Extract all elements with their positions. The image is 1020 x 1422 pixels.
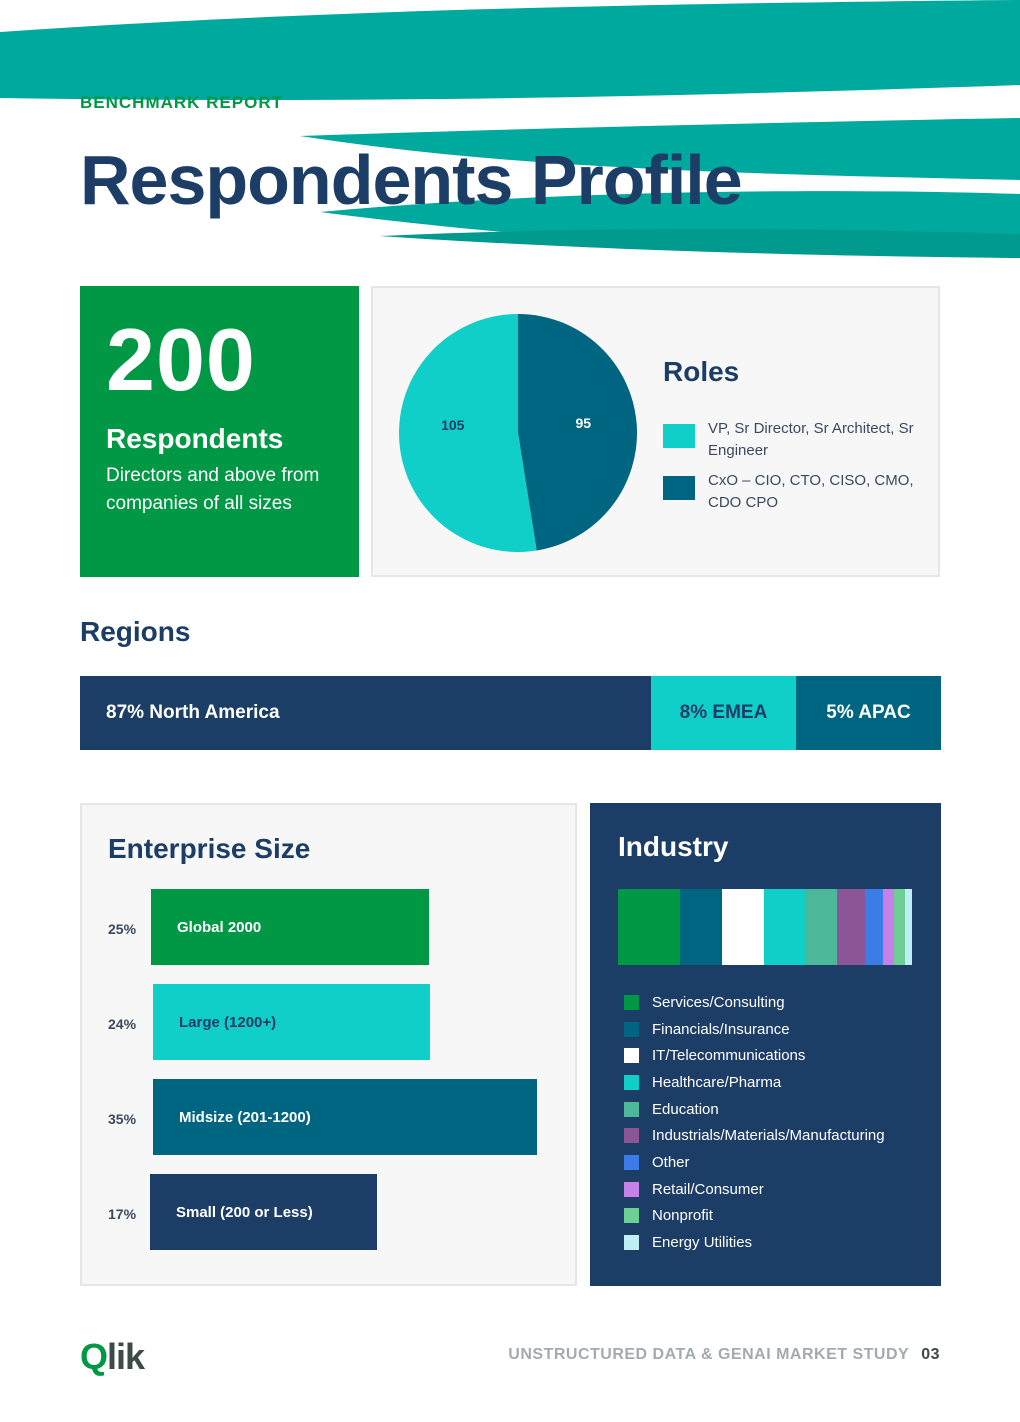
industry-legend-label: Education <box>652 1100 719 1118</box>
industry-legend-item: IT/Telecommunications <box>624 1042 885 1069</box>
respondents-card: 200 Respondents Directors and above from… <box>80 286 359 577</box>
legend-swatch <box>663 476 695 500</box>
enterprise-bar-midsize: Midsize (201-1200) <box>153 1079 537 1155</box>
industry-bar-segment <box>722 889 764 965</box>
industry-bar-segment <box>804 889 837 965</box>
enterprise-bar-label: Midsize (201-1200) <box>179 1108 311 1126</box>
enterprise-pct: 17% <box>108 1206 137 1222</box>
industry-legend-label: Financials/Insurance <box>652 1020 790 1038</box>
pie-data-label: 105 <box>441 417 465 433</box>
legend-swatch <box>624 1074 639 1090</box>
legend-swatch <box>624 1048 639 1064</box>
roles-pie-chart: 95 105 <box>399 314 638 552</box>
industry-legend-item: Financials/Insurance <box>624 1016 885 1043</box>
report-kicker: BENCHMARK REPORT <box>80 93 283 112</box>
roles-legend-label: CxO – CIO, CTO, CISO, CMO, CDO CPO <box>708 472 914 511</box>
industry-legend-item: Energy Utilities <box>624 1229 885 1256</box>
industry-bar-segment <box>837 889 865 965</box>
roles-legend-label: VP, Sr Director, Sr Architect, Sr Engine… <box>708 420 914 459</box>
industry-panel: Industry Services/Consulting Financials/I… <box>590 803 941 1286</box>
industry-bar-segment <box>882 889 895 965</box>
industry-title: Industry <box>618 831 729 862</box>
industry-legend: Services/Consulting Financials/Insurance I… <box>624 989 885 1256</box>
region-emea: 8% EMEA <box>651 676 796 750</box>
industry-legend-item: Services/Consulting <box>624 989 885 1016</box>
enterprise-bar-global-2000: Global 2000 <box>151 889 429 965</box>
roles-panel: 95 105 Roles VP, Sr Director, Sr Architec… <box>371 286 940 577</box>
page-number: 03 <box>921 1346 940 1363</box>
industry-legend-item: Education <box>624 1096 885 1123</box>
enterprise-pct: 25% <box>108 921 137 937</box>
enterprise-size-panel: Enterprise Size 25% Global 2000 24% Larg… <box>80 803 577 1286</box>
industry-legend-item: Industrials/Materials/Manufacturing <box>624 1122 885 1149</box>
respondents-label: Respondents <box>106 423 284 454</box>
enterprise-pct: 35% <box>108 1111 137 1127</box>
regions-title: Regions <box>80 616 191 647</box>
enterprise-bar-label: Small (200 or Less) <box>176 1203 313 1221</box>
industry-legend-label: Energy Utilities <box>652 1234 753 1252</box>
pie-slice-cxo <box>518 314 638 551</box>
industry-legend-label: Retail/Consumer <box>652 1180 764 1198</box>
industry-bar-segment <box>763 889 805 965</box>
region-north-america: 87% North America <box>80 676 651 750</box>
legend-swatch <box>663 424 695 448</box>
industry-legend-item: Retail/Consumer <box>624 1176 885 1203</box>
enterprise-bar-large: Large (1200+) <box>153 984 430 1060</box>
industry-legend-label: Other <box>652 1153 690 1171</box>
industry-legend-label: Nonprofit <box>652 1207 713 1225</box>
roles-legend-item: CxO – CIO, CTO, CISO, CMO, CDO CPO <box>663 470 923 514</box>
industry-bar-segment <box>894 889 905 965</box>
industry-legend-label: Industrials/Materials/Manufacturing <box>652 1127 885 1145</box>
industry-bar-segment <box>679 889 723 965</box>
industry-legend-item: Other <box>624 1149 885 1176</box>
legend-swatch <box>624 1101 639 1117</box>
legend-swatch <box>624 994 639 1010</box>
respondents-count: 200 <box>106 310 256 409</box>
roles-title: Roles <box>663 356 740 387</box>
legend-swatch <box>624 1235 639 1251</box>
page-title: Respondents Profile <box>80 141 743 219</box>
roles-legend-item: VP, Sr Director, Sr Architect, Sr Engine… <box>663 418 923 462</box>
industry-bar-segment <box>904 889 912 965</box>
industry-legend-item: Healthcare/Pharma <box>624 1069 885 1096</box>
legend-swatch <box>624 1154 639 1170</box>
industry-legend-label: Healthcare/Pharma <box>652 1073 782 1091</box>
pie-data-label: 95 <box>575 415 591 431</box>
legend-swatch <box>624 1021 639 1037</box>
enterprise-pct: 24% <box>108 1016 137 1032</box>
industry-legend-label: Services/Consulting <box>652 993 785 1011</box>
pie-slice-vp-director <box>399 314 537 552</box>
respondents-description: Directors and above from companies of al… <box>106 465 320 514</box>
industry-bar-segment <box>864 889 883 965</box>
legend-swatch <box>624 1128 639 1144</box>
footer-study-title: UNSTRUCTURED DATA & GENAI MARKET STUDY <box>508 1346 910 1363</box>
qlik-logo: Qlik <box>80 1336 145 1377</box>
header-swoosh-graphic <box>0 0 1020 258</box>
region-apac: 5% APAC <box>796 676 941 750</box>
legend-swatch <box>624 1208 639 1224</box>
industry-stacked-bar <box>618 889 912 965</box>
industry-legend-item: Nonprofit <box>624 1203 885 1230</box>
enterprise-size-title: Enterprise Size <box>108 833 311 864</box>
industry-bar-segment <box>618 889 680 965</box>
enterprise-bar-label: Large (1200+) <box>179 1013 277 1031</box>
industry-legend-label: IT/Telecommunications <box>652 1047 806 1065</box>
enterprise-bar-small: Small (200 or Less) <box>150 1174 377 1250</box>
legend-swatch <box>624 1181 639 1197</box>
footer: UNSTRUCTURED DATA & GENAI MARKET STUDY 03 <box>508 1346 940 1364</box>
regions-bar: 87% North America 8% EMEA 5% APAC <box>80 676 941 750</box>
enterprise-bar-label: Global 2000 <box>177 918 262 936</box>
